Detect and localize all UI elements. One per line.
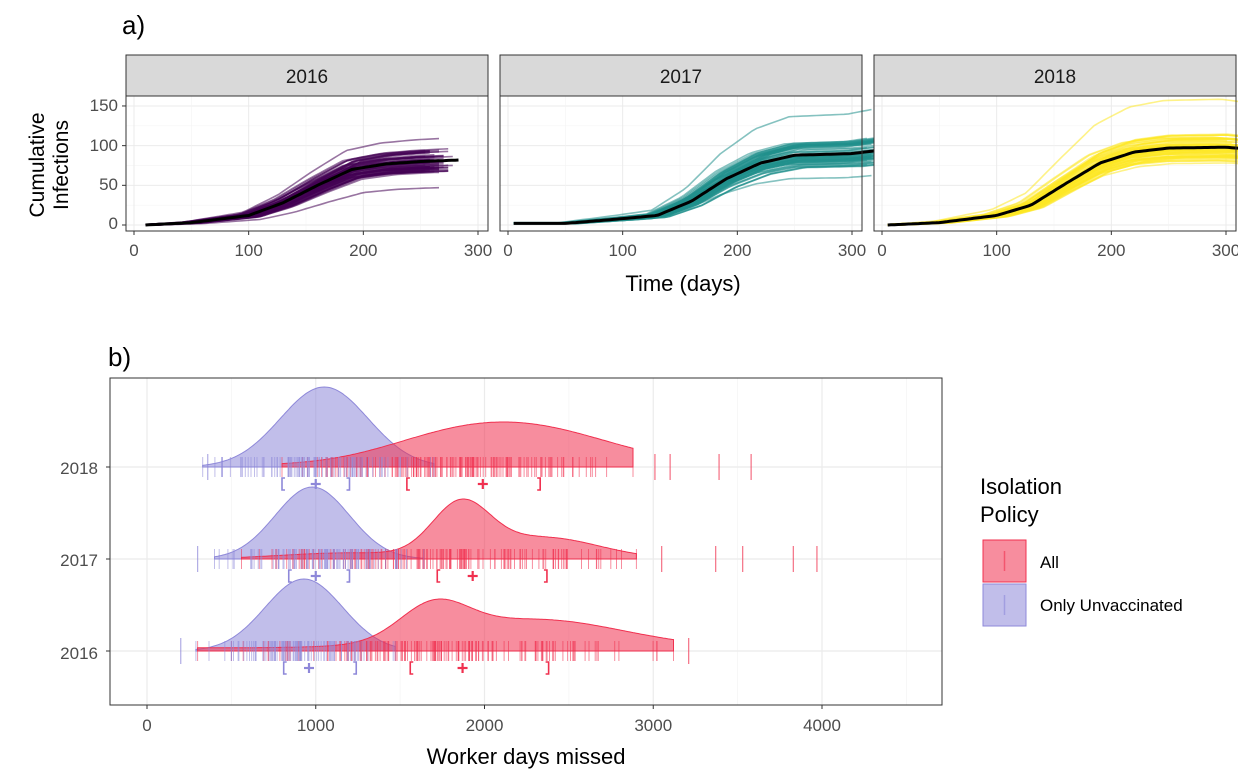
panel-b-y-axis: 2016 2017 2018	[60, 459, 98, 663]
facet-2017: 2017	[499, 54, 903, 232]
x-tick-label: 3000	[634, 716, 672, 735]
rug-only-unvaccinated-2018	[202, 454, 435, 480]
y-tick-label: 2016	[60, 644, 98, 663]
panel-b-marks	[180, 386, 818, 675]
x-tick-label: 300	[1212, 241, 1238, 260]
x-tick-label: 0	[503, 241, 512, 260]
panel-b-x-axis: 0 1000 2000 3000 4000	[106, 466, 841, 735]
panel-a-ylabel-line1: Cumulative	[26, 112, 49, 217]
ci-upper-bracket	[537, 477, 541, 491]
panel-a-y-axis: 0 50 100 150	[90, 96, 118, 233]
ci-lower-bracket	[287, 569, 292, 583]
panel-a-label: a)	[122, 10, 145, 40]
mean-line	[887, 145, 1238, 227]
ci-upper-bracket	[543, 569, 548, 583]
simulation-line	[887, 98, 1238, 226]
x-tick-label: 1000	[297, 716, 335, 735]
mean-ci-all-2016	[409, 661, 550, 675]
density-all-2016	[197, 598, 674, 652]
ci-lower-bracket	[436, 569, 441, 583]
legend-label-only-unvaccinated: Only Unvaccinated	[1040, 596, 1183, 615]
facet-strip-label: 2017	[660, 67, 702, 88]
facet-strip	[499, 54, 863, 97]
ci-upper-bracket	[545, 661, 550, 675]
mean-ci-all-2017	[436, 569, 548, 583]
rug-only-unvaccinated-2017	[197, 546, 425, 572]
x-tick-label: 100	[234, 241, 262, 260]
rug-all-2016	[197, 638, 690, 664]
mean-line	[513, 145, 903, 225]
mean-ci-all-2018	[406, 477, 541, 491]
x-tick-label: 300	[464, 241, 492, 260]
facet-border	[125, 95, 489, 232]
panel-b-xlabel: Worker days missed	[427, 744, 626, 769]
x-tick-label: 0	[877, 241, 886, 260]
legend-label-all: All	[1040, 553, 1059, 572]
density-all-2018	[281, 421, 634, 468]
ci-upper-bracket	[346, 477, 351, 491]
x-tick-label: 100	[608, 241, 636, 260]
simulation-line	[887, 136, 1238, 226]
facet-border	[873, 95, 1237, 232]
legend-title-line1: Isolation	[980, 474, 1062, 499]
mean-ci-only-unvaccinated-2017	[287, 569, 351, 583]
facet-2016: 2016	[125, 54, 489, 232]
y-tick-label: 0	[109, 214, 118, 233]
x-tick-label: 2000	[466, 716, 504, 735]
panel-a-x-axis: 0 100 200 300 0 100 200 300 0 100 200 300	[122, 105, 1238, 260]
x-tick-label: 0	[142, 716, 151, 735]
panel-b-label: b)	[108, 342, 131, 372]
density-only-unvaccinated-2016	[195, 578, 396, 652]
x-tick-label: 200	[349, 241, 377, 260]
ci-upper-bracket	[353, 661, 358, 675]
legend-item-all: All	[982, 539, 1059, 583]
facet-strip	[125, 54, 489, 97]
ci-upper-bracket	[346, 569, 351, 583]
ci-lower-bracket	[406, 477, 410, 491]
y-tick-label: 50	[99, 175, 118, 194]
x-tick-label: 100	[982, 241, 1010, 260]
rug-only-unvaccinated-2016	[180, 638, 396, 664]
y-tick-label: 2018	[60, 459, 98, 478]
facet-border	[499, 95, 863, 232]
y-tick-label: 2017	[60, 551, 98, 570]
mean-line	[145, 158, 459, 227]
x-tick-label: 200	[1097, 241, 1125, 260]
ci-lower-bracket	[409, 661, 414, 675]
panel-b-border	[109, 377, 943, 706]
facet-strip-label: 2016	[286, 67, 328, 88]
y-tick-label: 150	[90, 96, 118, 115]
panel-a-ylabel-line2: Infections	[50, 120, 73, 210]
legend: Isolation Policy All Only Unvaccinated	[980, 474, 1183, 627]
legend-title-line2: Policy	[980, 502, 1039, 527]
facet-strip	[873, 54, 1237, 97]
panel-a-xlabel: Time (days)	[625, 271, 740, 296]
facet-strip-label: 2018	[1034, 67, 1076, 88]
legend-item-only-unvaccinated: Only Unvaccinated	[982, 583, 1183, 627]
x-tick-label: 200	[723, 241, 751, 260]
x-tick-label: 300	[838, 241, 866, 260]
x-tick-label: 4000	[803, 716, 841, 735]
ci-lower-bracket	[281, 477, 285, 491]
y-tick-label: 100	[90, 136, 118, 155]
x-tick-label: 0	[129, 241, 138, 260]
mean-ci-only-unvaccinated-2016	[282, 661, 358, 675]
mean-ci-only-unvaccinated-2018	[281, 477, 351, 491]
facet-2018: 2018	[873, 54, 1238, 232]
ci-lower-bracket	[282, 661, 287, 675]
